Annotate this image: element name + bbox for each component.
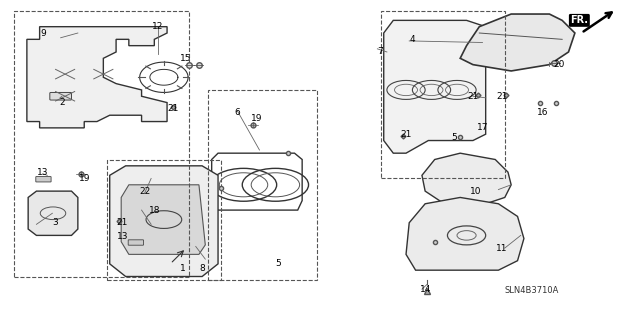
Text: FR.: FR.	[570, 15, 588, 26]
Text: 13: 13	[37, 168, 49, 177]
Text: 9: 9	[40, 28, 45, 38]
FancyBboxPatch shape	[36, 177, 51, 182]
Text: 2: 2	[59, 98, 65, 107]
FancyBboxPatch shape	[128, 240, 143, 245]
Text: 11: 11	[496, 243, 508, 253]
Text: 18: 18	[148, 206, 160, 215]
Text: 16: 16	[537, 108, 548, 116]
Text: 5: 5	[451, 133, 457, 142]
Text: 15: 15	[180, 54, 192, 63]
Polygon shape	[384, 20, 486, 153]
Text: 19: 19	[79, 174, 90, 183]
Text: 1: 1	[180, 264, 186, 273]
Text: 5: 5	[276, 259, 282, 268]
Text: 22: 22	[139, 187, 150, 196]
Text: 14: 14	[419, 285, 431, 294]
Polygon shape	[406, 197, 524, 270]
Text: 8: 8	[199, 264, 205, 273]
Text: 20: 20	[553, 60, 564, 69]
Polygon shape	[27, 27, 167, 128]
Text: 12: 12	[152, 22, 163, 31]
Text: 21: 21	[467, 92, 479, 101]
Text: 17: 17	[477, 123, 488, 132]
Text: SLN4B3710A: SLN4B3710A	[505, 286, 559, 295]
Polygon shape	[109, 166, 218, 277]
Text: 13: 13	[116, 233, 128, 241]
Text: 21: 21	[168, 104, 179, 113]
Text: 21: 21	[496, 92, 508, 101]
Polygon shape	[460, 14, 575, 71]
Text: 3: 3	[52, 218, 58, 227]
Polygon shape	[422, 153, 511, 204]
Text: 21: 21	[116, 218, 128, 227]
Polygon shape	[121, 185, 205, 254]
Polygon shape	[28, 191, 78, 235]
Text: 4: 4	[410, 35, 415, 44]
Text: 7: 7	[378, 48, 383, 56]
Text: 6: 6	[234, 108, 240, 116]
Text: 19: 19	[250, 114, 262, 123]
FancyBboxPatch shape	[50, 93, 72, 100]
Text: 10: 10	[470, 187, 482, 196]
Text: 21: 21	[401, 130, 412, 139]
